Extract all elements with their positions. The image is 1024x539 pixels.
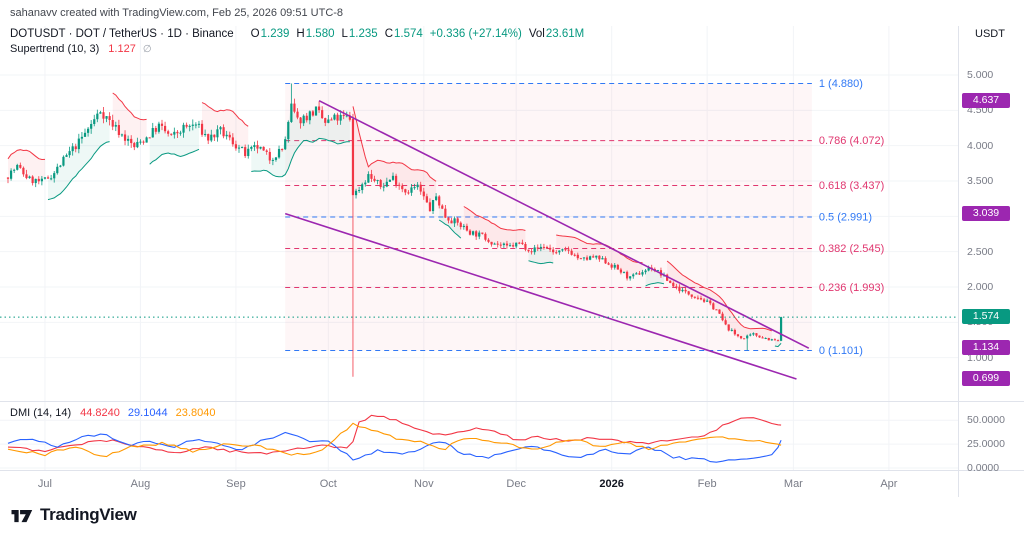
fib-level-label[interactable]: 0 (1.101) xyxy=(819,345,863,357)
dmi-adx-value: 44.8240 xyxy=(80,407,120,419)
change-value: +0.336 (+27.14%) xyxy=(429,28,522,40)
tradingview-logo-mark xyxy=(11,510,33,523)
symbol-legend: DOTUSDT · DOT / TetherUS · 1D · Binance … xyxy=(10,28,584,40)
price-axis-label: 2.500 xyxy=(967,245,994,258)
tradingview-logo[interactable]: TradingView xyxy=(10,505,137,525)
parallel-channel[interactable] xyxy=(284,99,810,380)
channel-line[interactable] xyxy=(284,212,797,380)
price-badge: 4.637 xyxy=(962,92,1010,108)
price-axis-label: 4.000 xyxy=(967,139,994,152)
low-label: L xyxy=(341,28,348,40)
fib-level-label[interactable]: 0.382 (2.545) xyxy=(819,243,884,255)
fib-level-label[interactable]: 1 (4.880) xyxy=(819,78,863,90)
supertrend-value: 1.127 xyxy=(108,43,136,55)
price-badge: 3.039 xyxy=(962,205,1010,221)
dmi-legend[interactable]: DMI (14, 14) 44.8240 29.1044 23.8040 xyxy=(10,407,215,419)
dmi-axis-label: 25.0000 xyxy=(967,438,1005,451)
attribution-text: sahanavv created with TradingView.com, F… xyxy=(10,7,344,19)
open-label: O xyxy=(250,28,260,40)
high-value: 1.580 xyxy=(305,28,335,40)
time-axis-label: Dec xyxy=(506,478,526,490)
channel-line[interactable] xyxy=(318,99,810,349)
candles xyxy=(6,83,783,377)
fib-level-label[interactable]: 0.236 (1.993) xyxy=(819,282,884,294)
price-axis-label: 3.500 xyxy=(967,175,994,187)
dmi-plus-di-value: 29.1044 xyxy=(127,407,168,419)
open-value: 1.239 xyxy=(260,28,290,40)
time-axis-label: Aug xyxy=(130,478,151,490)
price-badge: 1.574 xyxy=(962,309,1010,325)
price-axis-label: 2.000 xyxy=(967,281,994,293)
close-value: 1.574 xyxy=(394,28,423,40)
dmi-axis-label: 50.0000 xyxy=(967,414,1005,427)
fib-level-label[interactable]: 0.5 (2.991) xyxy=(819,211,872,223)
high-label: H xyxy=(296,28,305,40)
fib-level-label[interactable]: 0.786 (4.072) xyxy=(819,135,884,147)
low-value: 1.235 xyxy=(348,28,378,40)
symbol-title[interactable]: DOTUSDT · DOT / TetherUS · 1D · Binance xyxy=(10,28,234,40)
time-axis-label: Feb xyxy=(697,478,717,490)
quote-currency-label: USDT xyxy=(975,28,1005,40)
dmi-minus-di-value: 23.8040 xyxy=(175,407,216,419)
dmi-line-plus-di[interactable] xyxy=(7,431,782,463)
price-axis[interactable]: 5.0004.5004.0003.5003.0002.5002.0001.500… xyxy=(958,26,1024,497)
price-badge: 0.699 xyxy=(962,370,1010,386)
time-axis-label: Oct xyxy=(319,478,337,490)
time-axis-label: Sep xyxy=(226,478,246,490)
supertrend-title[interactable]: Supertrend (10, 3) xyxy=(10,43,100,55)
supertrend-legend[interactable]: Supertrend (10, 3) 1.127 ∅ xyxy=(10,43,152,55)
tradingview-wordmark: TradingView xyxy=(40,505,137,524)
fib-level-label[interactable]: 0.618 (3.437) xyxy=(819,180,884,192)
volume-value: 23.61M xyxy=(545,28,585,40)
time-axis-label: Nov xyxy=(414,478,434,490)
time-axis-label: Mar xyxy=(783,478,803,490)
supertrend-status-icon: ∅ xyxy=(142,44,152,55)
time-axis-label: Apr xyxy=(880,478,898,490)
dmi-title[interactable]: DMI (14, 14) xyxy=(10,407,72,419)
price-axis-label: 5.000 xyxy=(967,69,994,81)
time-axis[interactable]: Jul Aug Sep Oct Nov Dec 2026 Feb Mar Apr xyxy=(0,471,958,497)
time-axis-label: 2026 xyxy=(599,478,624,490)
price-badge: 1.134 xyxy=(962,340,1010,356)
fib-retracement[interactable]: 1 (4.880) 0.786 (4.072) 0.618 (3.437) 0.5 (… xyxy=(285,78,884,357)
time-axis-label: Jul xyxy=(37,478,52,490)
dmi-line-adx[interactable] xyxy=(7,414,782,455)
dmi-axis-label: 0.0000 xyxy=(967,462,1000,474)
dmi-pane-plot xyxy=(0,414,958,469)
close-label: C xyxy=(384,28,393,40)
dmi-line-minus-di[interactable] xyxy=(7,422,782,458)
volume-label: Vol xyxy=(528,28,545,40)
